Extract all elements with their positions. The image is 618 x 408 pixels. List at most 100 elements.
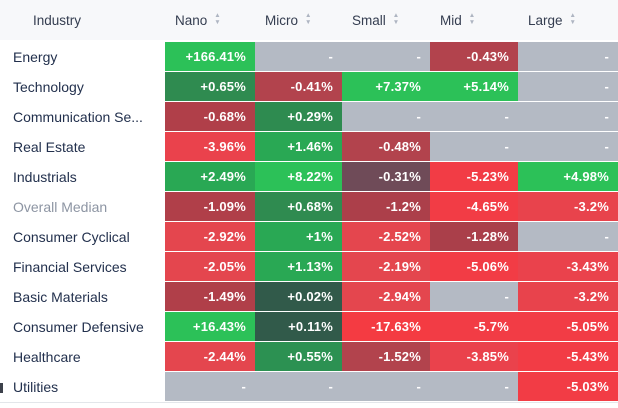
column-header-micro[interactable]: Micro ▲ ▼ [255,12,342,28]
row-label: Basic Materials [0,282,165,311]
table-body: Energy +166.41% - - -0.43% - Technology +0.65% -… [0,42,618,403]
row-label: Consumer Defensive [0,312,165,341]
value-cell: - [255,42,342,71]
column-header-label: Large [528,12,563,28]
sort-up-icon: ▲ [214,12,221,20]
value-cell: - [518,222,618,251]
sort-arrows-icon[interactable]: ▲ ▼ [214,12,221,27]
table-row: Utilities - - - - -5.03% [0,372,618,401]
value-cell: +1.46% [255,132,342,161]
value-cell: - [518,132,618,161]
column-header-label: Mid [440,12,462,28]
value-cell: -1.52% [342,342,430,371]
sort-arrows-icon[interactable]: ▲ ▼ [468,12,476,27]
row-label: Financial Services [0,252,165,281]
column-header-label: Micro [265,12,298,28]
column-header-nano[interactable]: Nano ▲ ▼ [165,12,255,27]
column-header-large[interactable]: Large ▲ ▼ [518,12,618,28]
value-cell: +0.11% [255,312,342,341]
value-cell: -2.19% [342,252,430,281]
column-header-mid[interactable]: Mid ▲ ▼ [430,12,518,28]
value-cell: -0.68% [165,102,255,131]
header-row: Industry Nano ▲ ▼ Micro ▲ ▼ Small ▲ ▼ Mid ▲ ▼ Large ▲ ▼ [0,0,618,40]
table-row: Communication Se... -0.68% +0.29% - - - [0,102,618,131]
value-cell: +0.68% [255,192,342,221]
table-row: Consumer Defensive +16.43% +0.11% -17.63% -5… [0,312,618,341]
value-cell: -3.2% [518,192,618,221]
value-cell: -2.92% [165,222,255,251]
row-label: Technology [0,72,165,101]
sort-down-icon: ▼ [305,19,312,26]
sort-down-icon: ▼ [392,19,400,26]
value-cell: - [518,42,618,71]
value-cell: - [255,372,342,401]
value-cell: -2.94% [342,282,430,311]
sort-up-icon: ▲ [392,12,400,20]
row-label: Overall Median [0,192,165,221]
sort-up-icon: ▲ [569,12,576,20]
value-cell: - [430,102,518,131]
table-row: Industrials +2.49% +8.22% -0.31% -5.23% +4.98… [0,162,618,191]
value-cell: -0.43% [430,42,518,71]
sort-arrows-icon[interactable]: ▲ ▼ [392,12,400,27]
sort-arrows-icon[interactable]: ▲ ▼ [305,12,312,27]
sort-down-icon: ▼ [468,19,476,26]
value-cell: +0.29% [255,102,342,131]
row-label: Real Estate [0,132,165,161]
table-row: Real Estate -3.96% +1.46% -0.48% - - [0,132,618,161]
value-cell: +0.55% [255,342,342,371]
value-cell: - [518,72,618,101]
value-cell: -2.52% [342,222,430,251]
table-row: Healthcare -2.44% +0.55% -1.52% -3.85% -5.43% [0,342,618,371]
sort-down-icon: ▼ [214,19,221,26]
value-cell: - [430,132,518,161]
table-row: Financial Services -2.05% +1.13% -2.19% -5.0… [0,252,618,281]
value-cell: -5.03% [518,372,618,401]
column-header-small[interactable]: Small ▲ ▼ [342,12,430,28]
value-cell: -5.7% [430,312,518,341]
value-cell: - [518,102,618,131]
value-cell: -1.2% [342,192,430,221]
scroll-mark [0,383,3,393]
value-cell: - [430,372,518,401]
value-cell: - [342,372,430,401]
value-cell: +2.49% [165,162,255,191]
value-cell: -3.96% [165,132,255,161]
value-cell: +16.43% [165,312,255,341]
value-cell: +4.98% [518,162,618,191]
table-row: Overall Median -1.09% +0.68% -1.2% -4.65% -3.… [0,192,618,221]
row-label: Utilities [0,372,165,401]
sort-arrows-icon[interactable]: ▲ ▼ [569,12,576,27]
value-cell: +166.41% [165,42,255,71]
column-header-industry: Industry [0,13,165,28]
value-cell: -1.09% [165,192,255,221]
value-cell: +8.22% [255,162,342,191]
table-row: Basic Materials -1.49% +0.02% -2.94% - -3.2% [0,282,618,311]
column-header-label: Small [352,12,386,28]
value-cell: -5.43% [518,342,618,371]
row-label: Communication Se... [0,102,165,131]
value-cell: -2.05% [165,252,255,281]
table-row: Consumer Cyclical -2.92% +1% -2.52% -1.28% - [0,222,618,251]
value-cell: +7.37% [342,72,430,101]
value-cell: +5.14% [430,72,518,101]
value-cell: -17.63% [342,312,430,341]
column-header-label: Industry [33,12,82,28]
value-cell: -3.85% [430,342,518,371]
value-cell: -3.2% [518,282,618,311]
table-row: Energy +166.41% - - -0.43% - [0,42,618,71]
value-cell: +1.13% [255,252,342,281]
value-cell: +0.65% [165,72,255,101]
value-cell: -1.49% [165,282,255,311]
row-label: Energy [0,42,165,71]
sort-down-icon: ▼ [569,19,576,26]
value-cell: - [342,102,430,131]
value-cell: - [342,42,430,71]
value-cell: -0.41% [255,72,342,101]
value-cell: -5.05% [518,312,618,341]
sort-up-icon: ▲ [305,12,312,20]
value-cell: -5.23% [430,162,518,191]
value-cell: - [430,282,518,311]
value-cell: -0.48% [342,132,430,161]
value-cell: -1.28% [430,222,518,251]
